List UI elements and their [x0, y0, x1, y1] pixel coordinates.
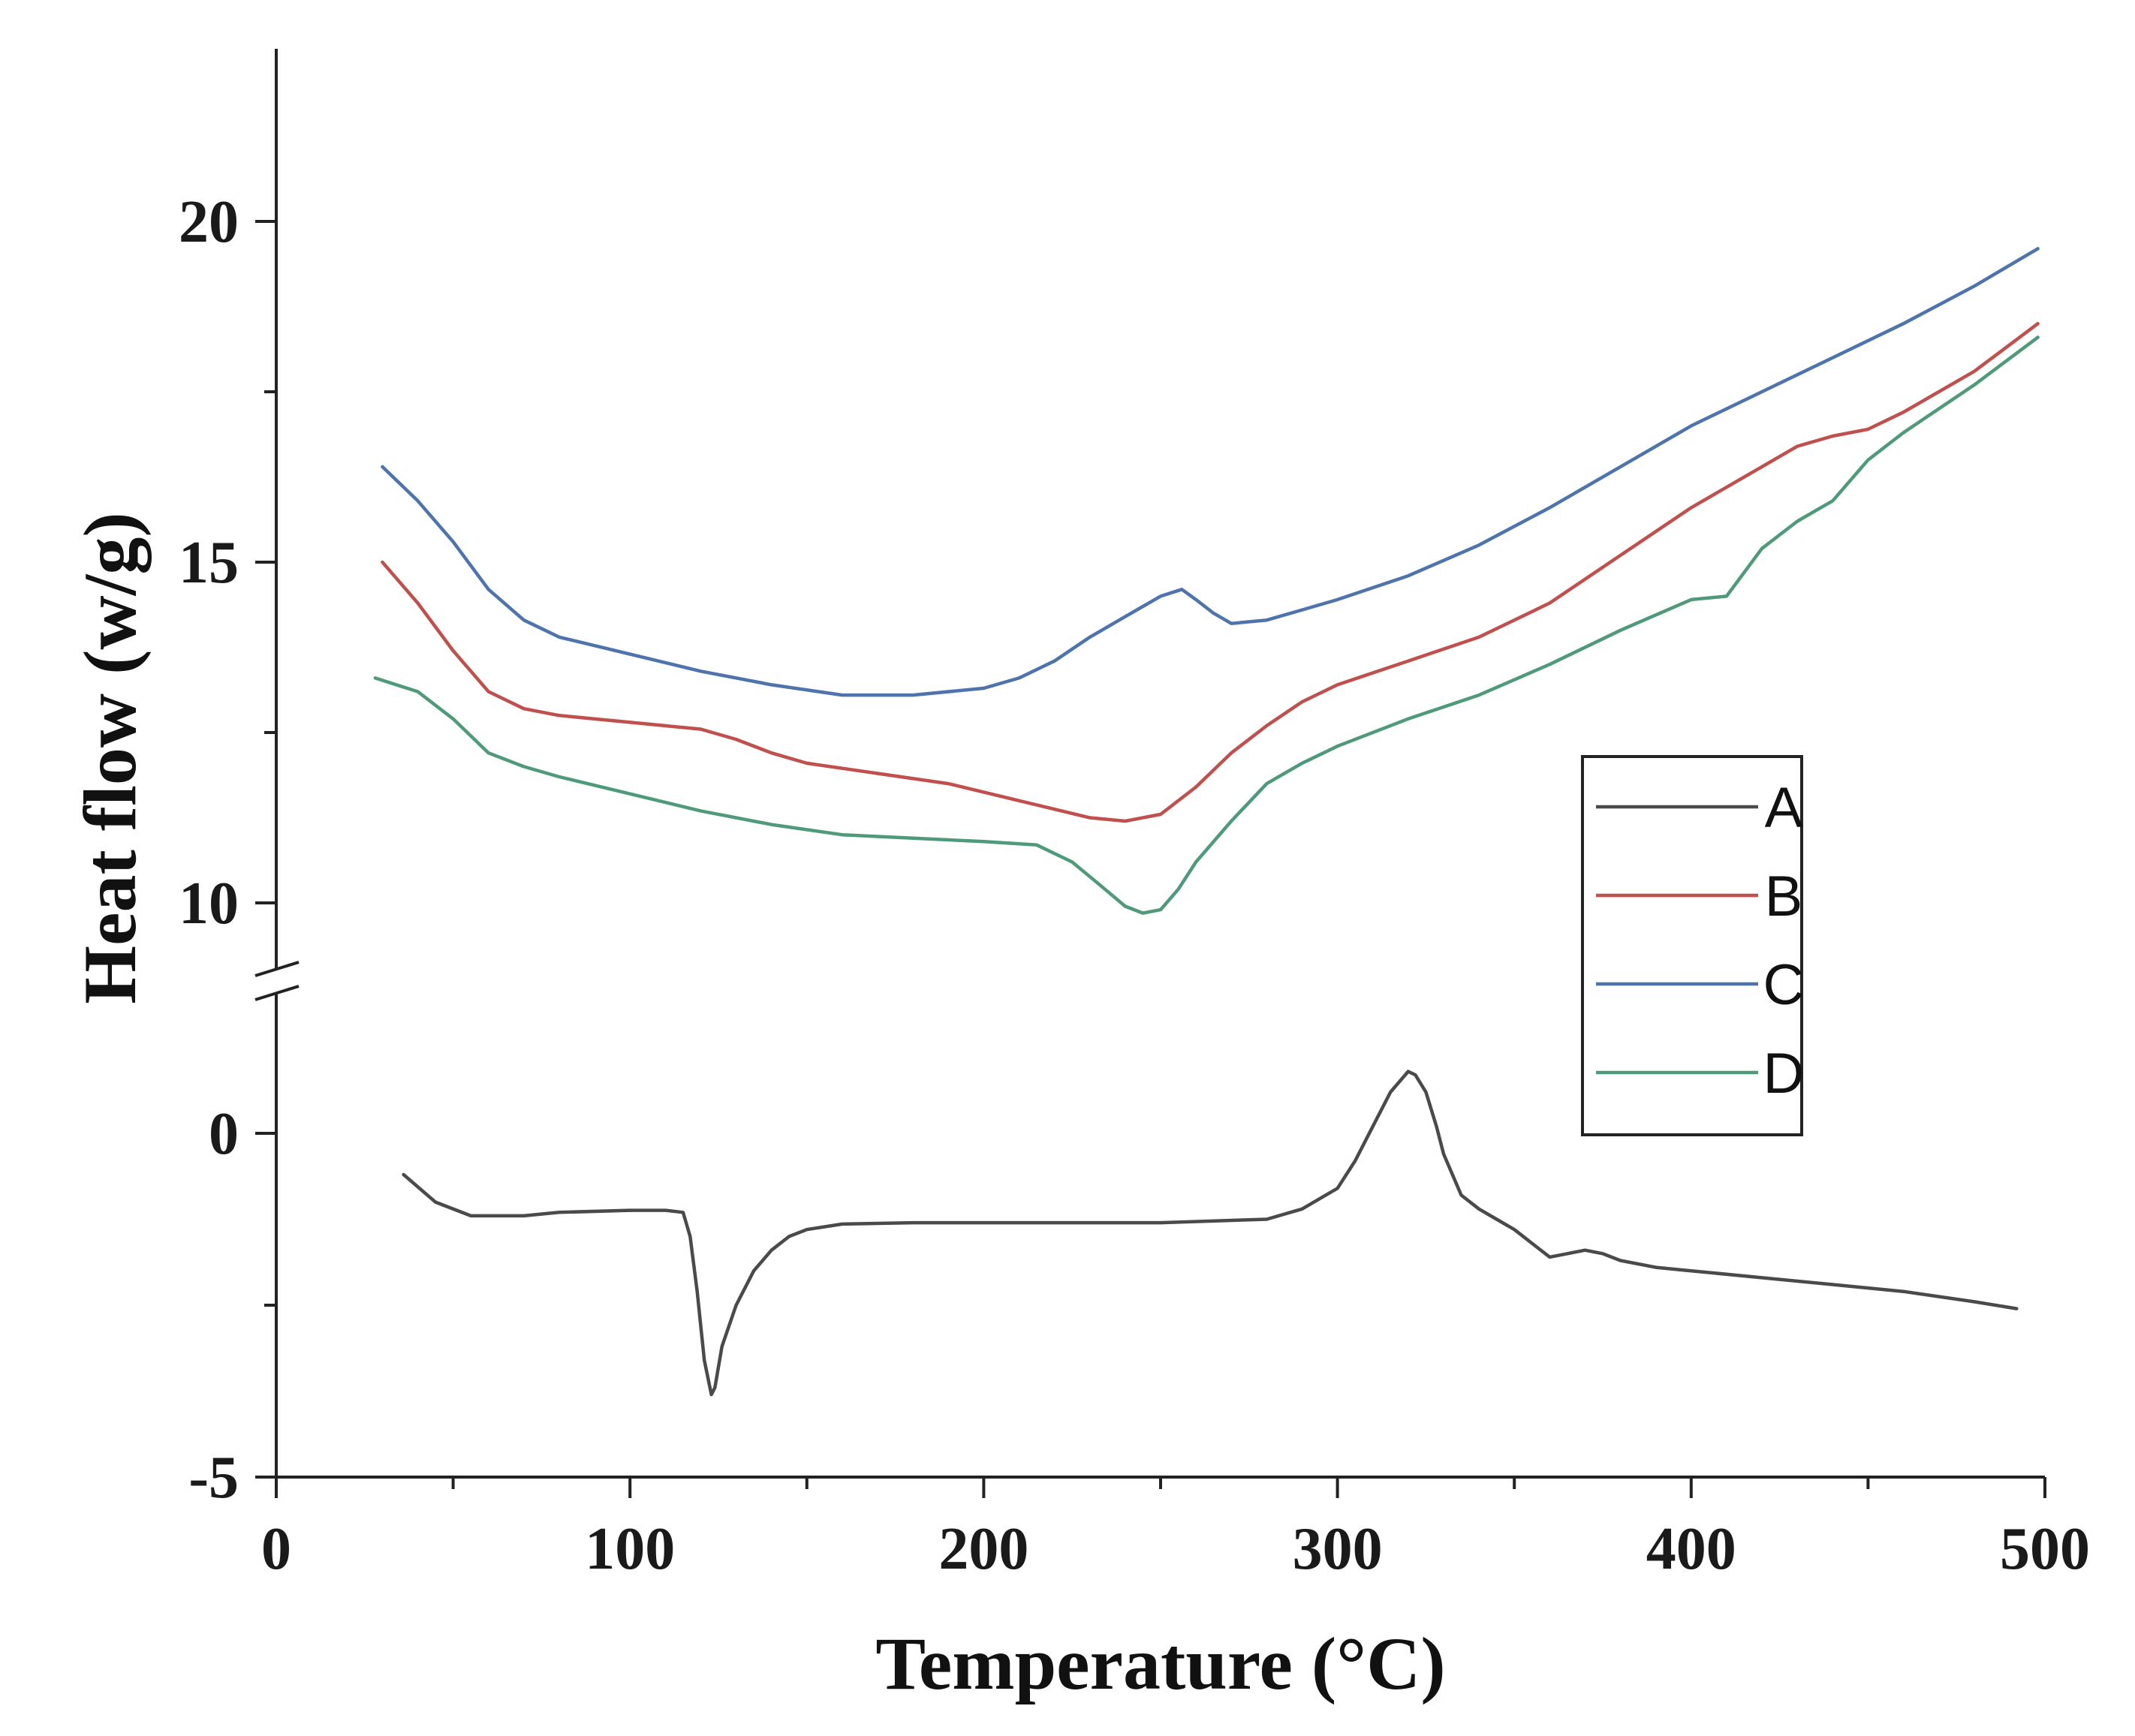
x-tick-label: 300: [1293, 1516, 1383, 1582]
series-line-a: [402, 1070, 2019, 1397]
x-tick-label: 200: [938, 1516, 1028, 1582]
x-tick-label: 400: [1646, 1516, 1736, 1582]
series-line-b: [381, 321, 2040, 823]
y-ticks: 10 15 20 -5 0: [179, 189, 276, 1511]
x-tick-label: 0: [261, 1516, 291, 1582]
y-tick-label: 20: [179, 189, 239, 255]
legend-label-d: D: [1763, 1042, 1805, 1106]
plot-area: [373, 247, 2040, 1397]
y-tick-label: 0: [209, 1101, 239, 1167]
series-line-d: [373, 335, 2040, 915]
y-tick-label: 10: [179, 871, 239, 937]
x-axis-title: Temperature (°C): [875, 1622, 1445, 1705]
x-tick-label: 100: [585, 1516, 675, 1582]
series-line-c: [381, 247, 2040, 697]
legend-label-b: B: [1765, 865, 1803, 928]
x-tick-label: 500: [2000, 1516, 2090, 1582]
y-tick-label: 15: [179, 530, 239, 596]
axis-break-marker: [254, 961, 300, 1001]
series-layer: [373, 247, 2040, 1397]
legend-label-c: C: [1763, 953, 1805, 1017]
y-axis-title: Heat flow (w/g): [68, 512, 152, 1003]
x-ticks: 0 100 200 300 400 500: [261, 1477, 2090, 1582]
legend-label-a: A: [1765, 776, 1803, 840]
y-tick-label: -5: [188, 1445, 239, 1511]
